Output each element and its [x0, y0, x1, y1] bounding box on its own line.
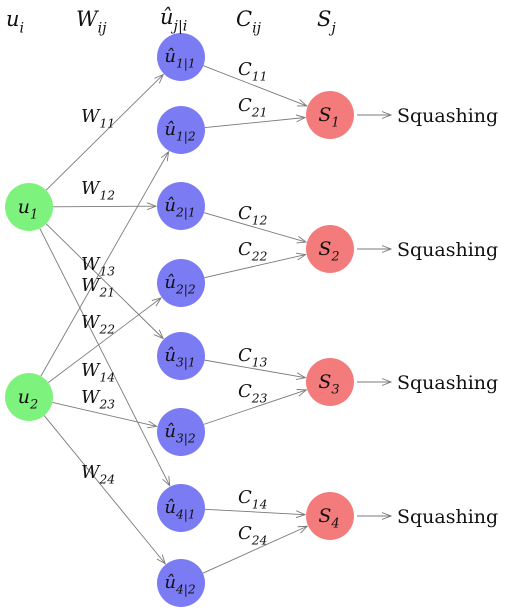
prediction-node-6 [157, 408, 205, 456]
coupling-label: C22 [238, 239, 268, 263]
edge-w14 [39, 228, 170, 485]
header-c: Cij [236, 7, 262, 36]
edge-c3 [203, 212, 306, 242]
weight-label: W22 [81, 312, 115, 336]
edge-c4 [204, 255, 305, 279]
coupling-label: C23 [238, 381, 268, 405]
input-node-label: u2 [18, 386, 38, 413]
header-uhat: ûj|i [160, 5, 187, 34]
weight-label: W11 [81, 106, 115, 130]
edge-w24 [43, 415, 165, 564]
edge-c8 [202, 526, 307, 574]
squashing-label: Squashing [397, 239, 498, 261]
prediction-node-label: û2|2 [164, 272, 195, 296]
edge-w11 [45, 75, 163, 191]
prediction-node-5 [157, 332, 205, 380]
weight-label: W14 [81, 360, 115, 384]
prediction-node-8 [157, 559, 205, 607]
header-u: ui [6, 7, 24, 36]
edge-w21 [40, 152, 169, 377]
coupling-label: C12 [238, 203, 268, 227]
input-node-u1 [5, 183, 53, 231]
edge-w23 [52, 401, 156, 426]
squashing-label: Squashing [397, 105, 498, 127]
prediction-node-label: û3|2 [164, 421, 195, 445]
edge-c7 [204, 508, 305, 514]
output-node-label: S4 [318, 505, 339, 532]
prediction-node-label: û4|2 [164, 572, 195, 596]
nodes-layer [5, 33, 354, 607]
prediction-node-label: û1|1 [164, 46, 195, 70]
prediction-node-4 [157, 259, 205, 307]
input-node-u2 [5, 373, 53, 421]
output-node-s2 [306, 225, 354, 273]
output-node-s3 [306, 358, 354, 406]
weight-label: W12 [81, 178, 115, 202]
edge-c6 [203, 390, 307, 425]
weight-label: W13 [81, 254, 115, 278]
weight-label: W24 [81, 462, 115, 486]
prediction-node-label: û3|1 [164, 345, 195, 369]
output-node-label: S1 [318, 104, 339, 131]
output-node-label: S2 [318, 238, 339, 265]
edges-layer [39, 65, 391, 574]
edge-c2 [204, 118, 305, 129]
weight-label: W23 [81, 387, 115, 411]
header-s: Sj [317, 7, 336, 36]
squashing-label: Squashing [397, 372, 498, 394]
output-node-s4 [306, 492, 354, 540]
prediction-node-1 [157, 33, 205, 81]
header-w: Wij [76, 7, 107, 36]
coupling-label: C21 [238, 95, 267, 119]
coupling-label: C24 [238, 523, 267, 547]
weight-label: W21 [81, 275, 115, 299]
prediction-node-label: û1|2 [164, 119, 195, 143]
edge-c1 [203, 65, 306, 106]
coupling-label: C13 [238, 345, 268, 369]
edge-w13 [45, 223, 163, 339]
output-node-s1 [306, 91, 354, 139]
input-node-label: u1 [18, 196, 38, 223]
prediction-node-3 [157, 182, 205, 230]
edge-w12 [52, 206, 156, 207]
prediction-node-7 [157, 484, 205, 532]
squashing-label: Squashing [397, 506, 498, 528]
prediction-node-label: û4|1 [164, 497, 195, 521]
prediction-node-2 [157, 106, 205, 154]
coupling-label: C11 [238, 59, 267, 83]
prediction-node-label: û2|1 [164, 195, 195, 219]
edge-w22 [47, 298, 161, 383]
labels-layer: u1 u2 û1|1 û1|2 û2|1 û2|2 û3|1 û3|2 û4|1 û4|2 S1 Sq… [6, 5, 498, 596]
output-node-label: S3 [318, 371, 339, 398]
coupling-label: C14 [238, 487, 267, 511]
edge-c5 [204, 359, 306, 378]
